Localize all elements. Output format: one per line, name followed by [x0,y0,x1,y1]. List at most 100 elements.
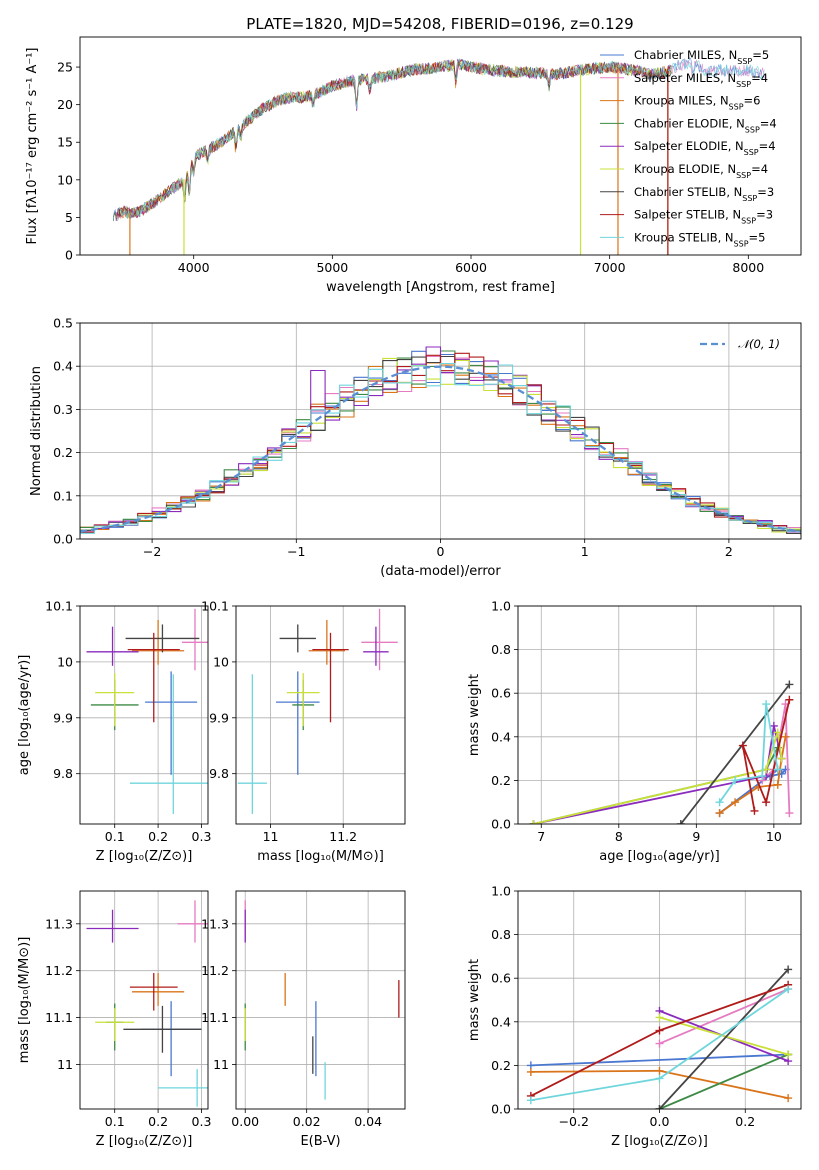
y-tick-label: 0.1 [53,488,73,503]
x-tick-label: 0.2 [148,1114,168,1129]
panel-massweight-vs-age: 7 8 9 10 0.0 0.2 0.4 0.6 0.8 1.0 age [log₁₀(age/yr… [467,599,802,864]
y-axis-label: Flux [fλ10⁻¹⁷ erg cm⁻² s⁻¹ A⁻¹] [25,48,40,245]
y-tick-label: 0.2 [491,773,511,788]
y-tick-label: 10.1 [45,599,73,614]
x-tick-label: 5000 [316,260,348,275]
panel-spectrum: 4000 5000 6000 7000 8000 0 5 10 15 20 25 wavelength… [25,36,802,295]
x-tick-label: 8000 [732,260,764,275]
errorbar-point-salpeter-miles [361,608,398,671]
mass-weight-marker [777,754,786,763]
x-tick-label: 0.02 [293,1114,321,1129]
errorbar-point-chabrier-miles [145,671,198,775]
y-tick-label: 11.3 [45,916,73,931]
y-tick-label: 0.5 [53,316,73,331]
x-axis-label: Z [log₁₀(Z/Z⊙)] [611,1134,708,1149]
panel-mass-vs-ebv: 0.00 0.02 0.04 11 11.1 11.2 11.3 E(B-V) [201,890,406,1149]
legend-label-salpeter-stelib: Salpeter STELIB, NSSP=3 [634,208,773,226]
y-tick-label: 25 [57,60,73,75]
y-tick-label: 0.0 [53,532,73,547]
y-tick-label: 5 [65,210,73,225]
legend-nssp-value: =3 [757,185,774,199]
mass-weight-marker [655,1074,664,1083]
mass-weight-marker [781,732,790,741]
x-tick-label: 0.00 [231,1114,259,1129]
y-tick-label: 11 [213,1057,229,1072]
errorbar-point-salpeter-elodie [86,909,139,943]
mass-weight-marker [758,772,767,781]
histogram-kroupa-stelib [80,362,801,534]
y-tick-label: 10.1 [201,599,229,614]
errorbar-point-kroupa-stelib [237,674,267,814]
plot-area [86,608,208,814]
legend-label-chabrier-stelib: Chabrier STELIB, NSSP=3 [634,185,774,203]
mass-weight-marker [784,1094,793,1103]
errorbar-point-chabrier-miles [140,1001,202,1077]
y-tick-label: 0.4 [53,359,73,374]
mass-weight-marker [526,1096,535,1105]
mass-weight-marker [773,780,782,789]
legend-label-kroupa-stelib: Kroupa STELIB, NSSP=5 [634,230,765,248]
spectrum-line-salpeter-elodie [115,58,672,219]
legend-nssp-sub: SSP [729,102,744,111]
errorbar-point-kroupa-miles [308,619,346,665]
spectrum-line-kroupa-elodie [118,59,673,219]
mass-weight-marker [769,721,778,730]
x-tick-label: 0.3 [192,829,212,844]
y-tick-label: 11.2 [201,963,229,978]
errorbar-point-salpeter-elodie [363,626,389,666]
mass-weight-line-chabrier-elodie [659,1053,789,1109]
x-axis-label: wavelength [Angstrom, rest frame] [326,280,555,295]
y-tick-label: 0.6 [491,686,511,701]
mass-weight-line-chabrier-stelib [680,683,791,824]
x-tick-label: 11 [263,829,279,844]
y-tick-label: 0.6 [491,971,511,986]
plot-area [80,346,801,537]
x-tick-label: 7 [537,829,545,844]
y-tick-label: 20 [57,97,73,112]
legend-nssp-value: =3 [756,208,773,222]
errorbar-point-chabrier-stelib [279,624,316,653]
errorbar-point-salpeter-stelib [312,632,349,723]
spectrum-line-chabrier-elodie [113,59,672,222]
x-tick-label: 10 [766,829,782,844]
y-tick-label: 0.4 [491,1014,511,1029]
mass-weight-line-salpeter-miles [761,703,791,814]
legend-nssp-value: =4 [751,162,768,176]
legend-label-gaussian: 𝒩(0, 1) [738,337,780,351]
y-tick-label: 0.8 [491,927,511,942]
figure-title: PLATE=1820, MJD=54208, FIBERID=0196, z=0… [246,15,633,33]
x-tick-label: −2 [143,544,161,559]
x-tick-label: 6000 [455,260,487,275]
y-tick-label: 11.1 [45,1010,73,1025]
errorbar-point-kroupa-miles [132,619,185,665]
legend-nssp-sub: SSP [744,148,759,157]
axes-frame [235,605,406,825]
y-tick-label: 11.2 [45,963,73,978]
y-tick-label: 10 [213,654,229,669]
mass-weight-marker [655,1039,664,1048]
y-tick-label: 9.8 [53,766,73,781]
x-tick-label: −1 [287,544,305,559]
grid-lines [236,891,405,1109]
errorbar-point-chabrier-miles [275,671,320,775]
legend-label-salpeter-elodie: Salpeter ELODIE, NSSP=4 [634,139,776,157]
mass-weight-line-chabrier-stelib [658,968,789,1109]
x-tick-label: 0.2 [148,829,168,844]
mass-weight-marker [715,798,724,807]
legend-nssp-sub: SSP [745,125,760,134]
legend-label-kroupa-miles: Kroupa MILES, NSSP=6 [634,94,760,112]
x-tick-label: 7000 [594,260,626,275]
legend-nssp-value: =5 [749,230,766,244]
x-tick-label: −0.2 [559,1114,589,1129]
y-tick-label: 9.9 [209,710,229,725]
y-tick-label: 0.0 [491,817,511,832]
legend-nssp-value: =5 [752,48,769,62]
x-tick-label: 4000 [178,260,210,275]
mass-weight-marker [655,1026,664,1035]
mass-weight-marker [762,700,771,709]
legend-label-chabrier-miles: Chabrier MILES, NSSP=5 [634,48,769,66]
legend-nssp-sub: SSP [742,193,757,202]
axes-frame [79,890,209,1110]
mass-weight-marker [738,741,747,750]
